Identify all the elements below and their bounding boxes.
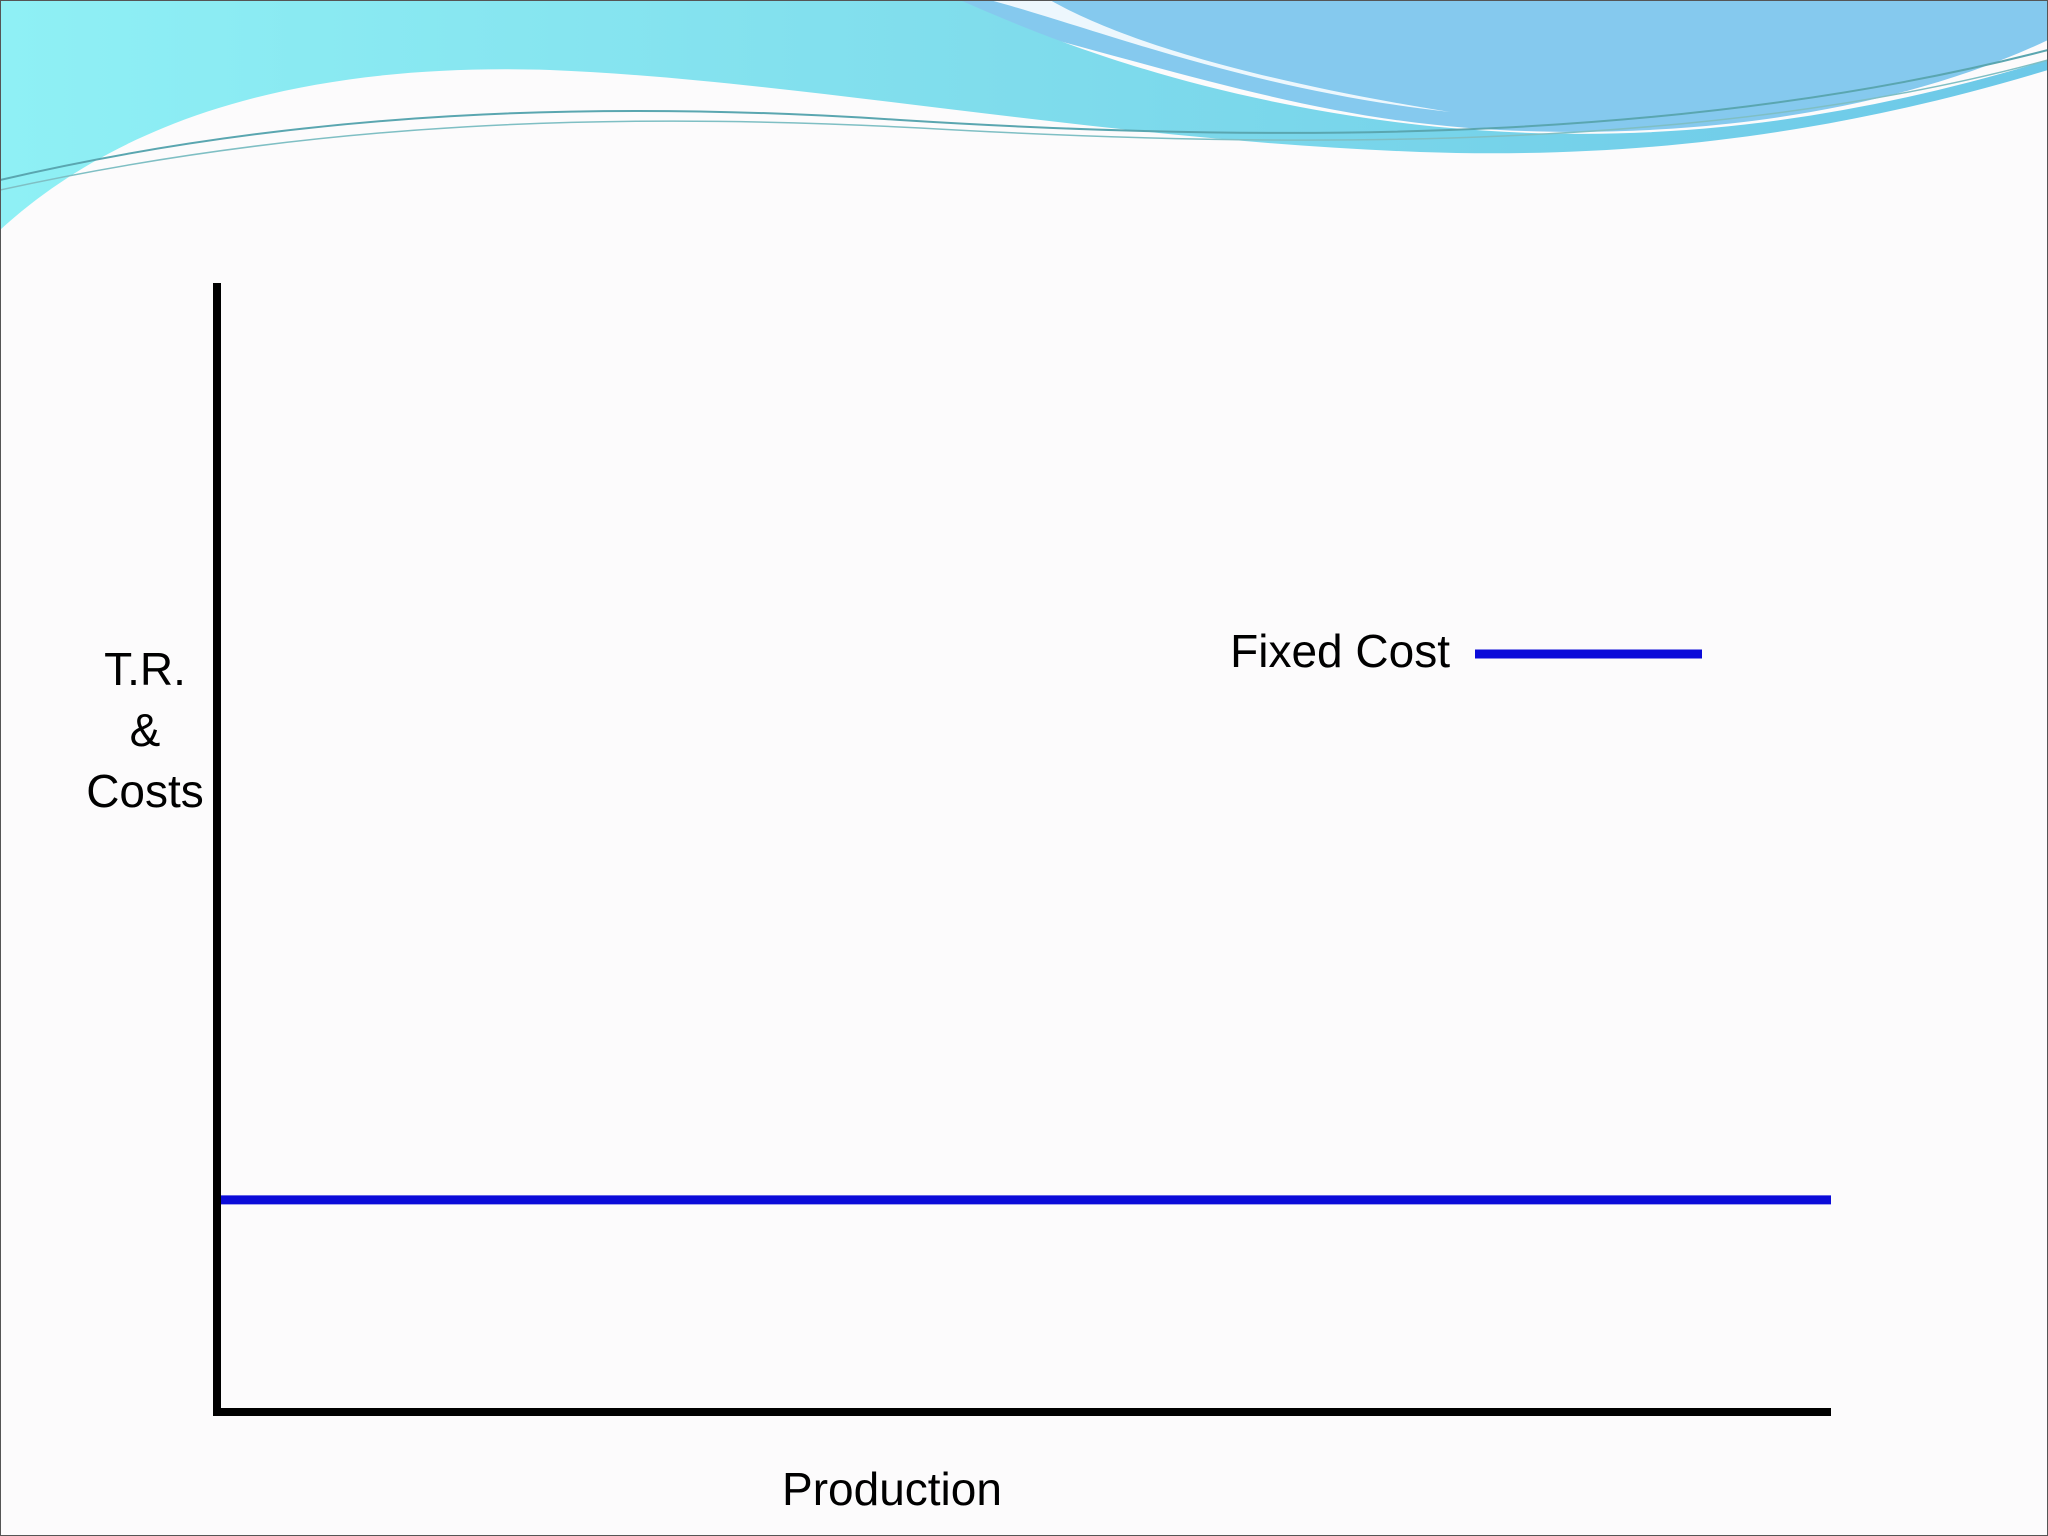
wave-white-sweep [990, 0, 1450, 112]
wave-thin-line-2 [0, 59, 2048, 191]
legend: Fixed Cost [1230, 625, 1702, 677]
y-axis-label-line-1: T.R. [104, 643, 186, 695]
wave-thin-line-1 [0, 49, 2048, 181]
y-axis-label-line-2: & [130, 704, 161, 756]
wave-band-top-right [900, 0, 2048, 132]
y-axis-label-line-3: Costs [86, 765, 204, 817]
header-wave-decoration [0, 0, 2048, 230]
legend-label-fixed-cost: Fixed Cost [1230, 625, 1450, 677]
x-axis-label: Production [782, 1463, 1002, 1515]
wave-band-main [0, 0, 2048, 230]
